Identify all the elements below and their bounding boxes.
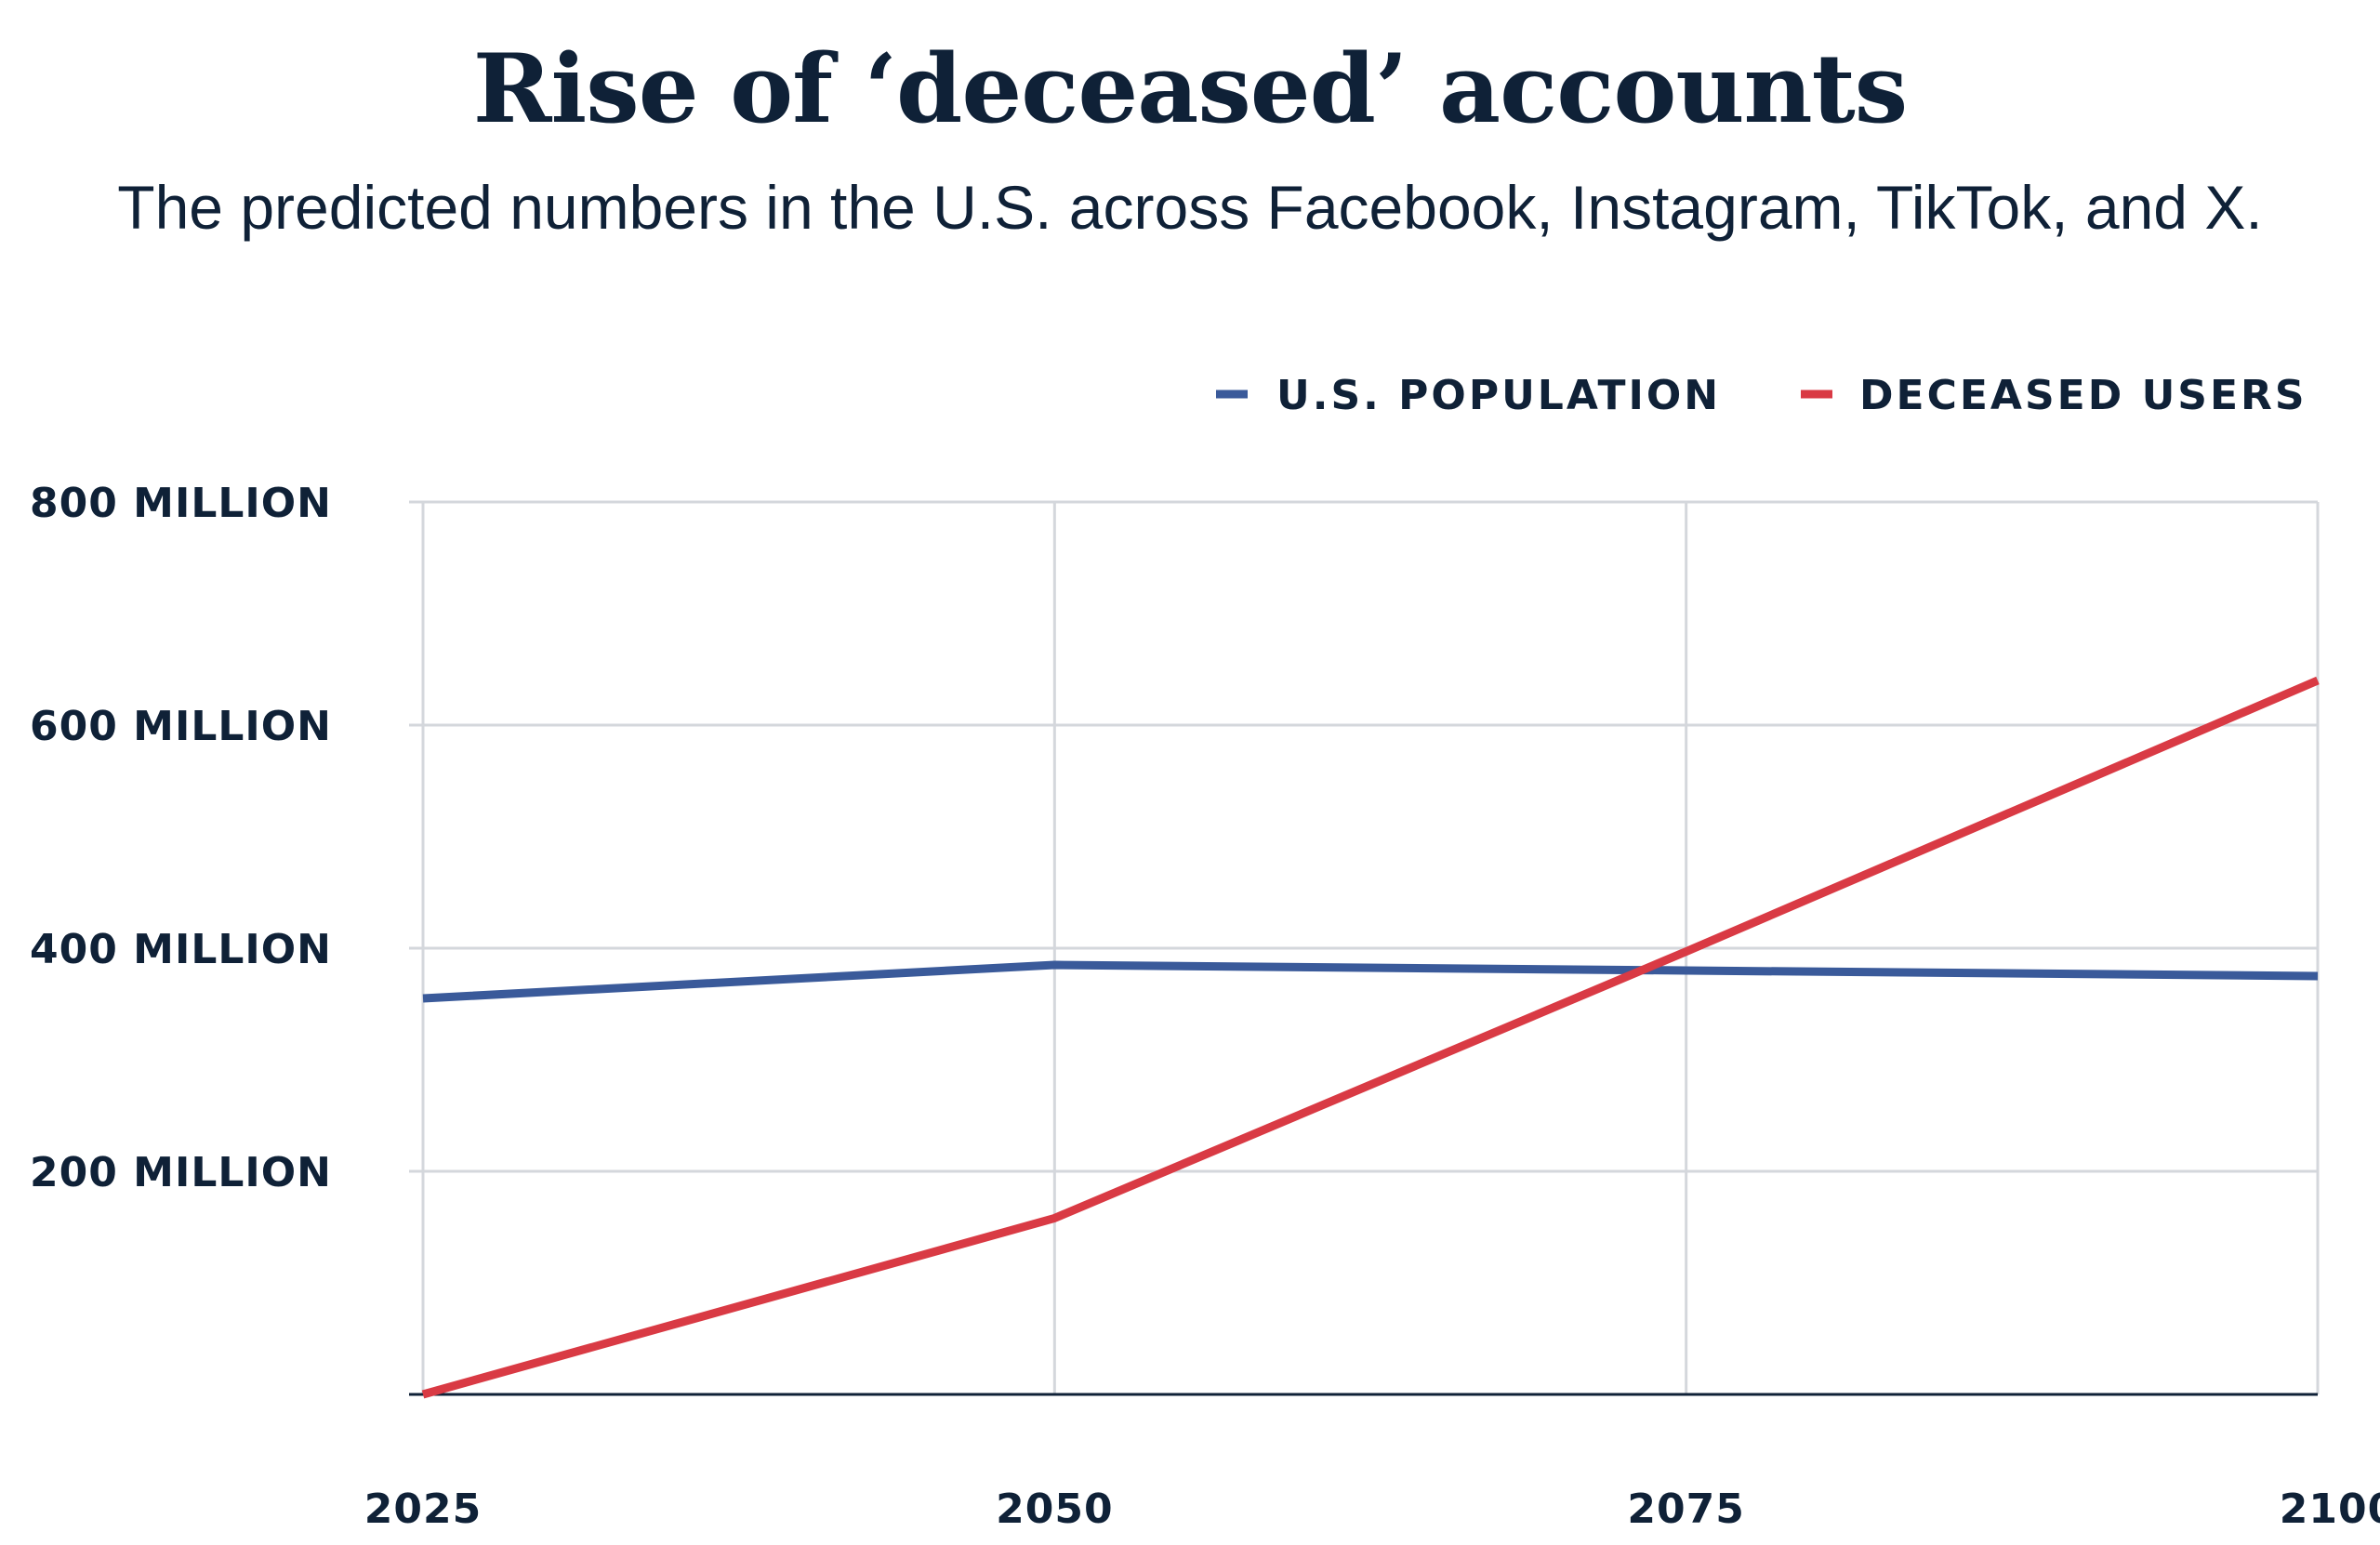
legend: U.S. POPULATION DECEASED USERS [1216, 372, 2307, 419]
axes: 200 MILLION 400 MILLION 600 MILLION 800 MIL… [30, 480, 2380, 1533]
x-tick-label: 2025 [364, 1486, 482, 1533]
y-tick-label: 200 MILLION [30, 1149, 332, 1196]
y-tick-label: 800 MILLION [30, 480, 332, 527]
legend-label: U.S. POPULATION [1276, 372, 1721, 419]
series-line-deceased [421, 676, 2320, 1399]
x-tick-label: 2050 [996, 1486, 1113, 1533]
y-tick-label: 400 MILLION [30, 926, 332, 973]
legend-label: DECEASED USERS [1859, 372, 2307, 419]
x-tick-label: 2075 [1627, 1486, 1744, 1533]
series-lines [421, 676, 2320, 1399]
x-tick-label: 2100 [2280, 1486, 2380, 1533]
chart-subtitle: The predicted numbers in the U.S. across… [117, 173, 2263, 242]
grid [409, 500, 2320, 1394]
chart-title: Rise of ‘deceased’ accounts [472, 33, 1908, 145]
series-line-population [422, 960, 2319, 1003]
y-tick-label: 600 MILLION [30, 703, 332, 750]
